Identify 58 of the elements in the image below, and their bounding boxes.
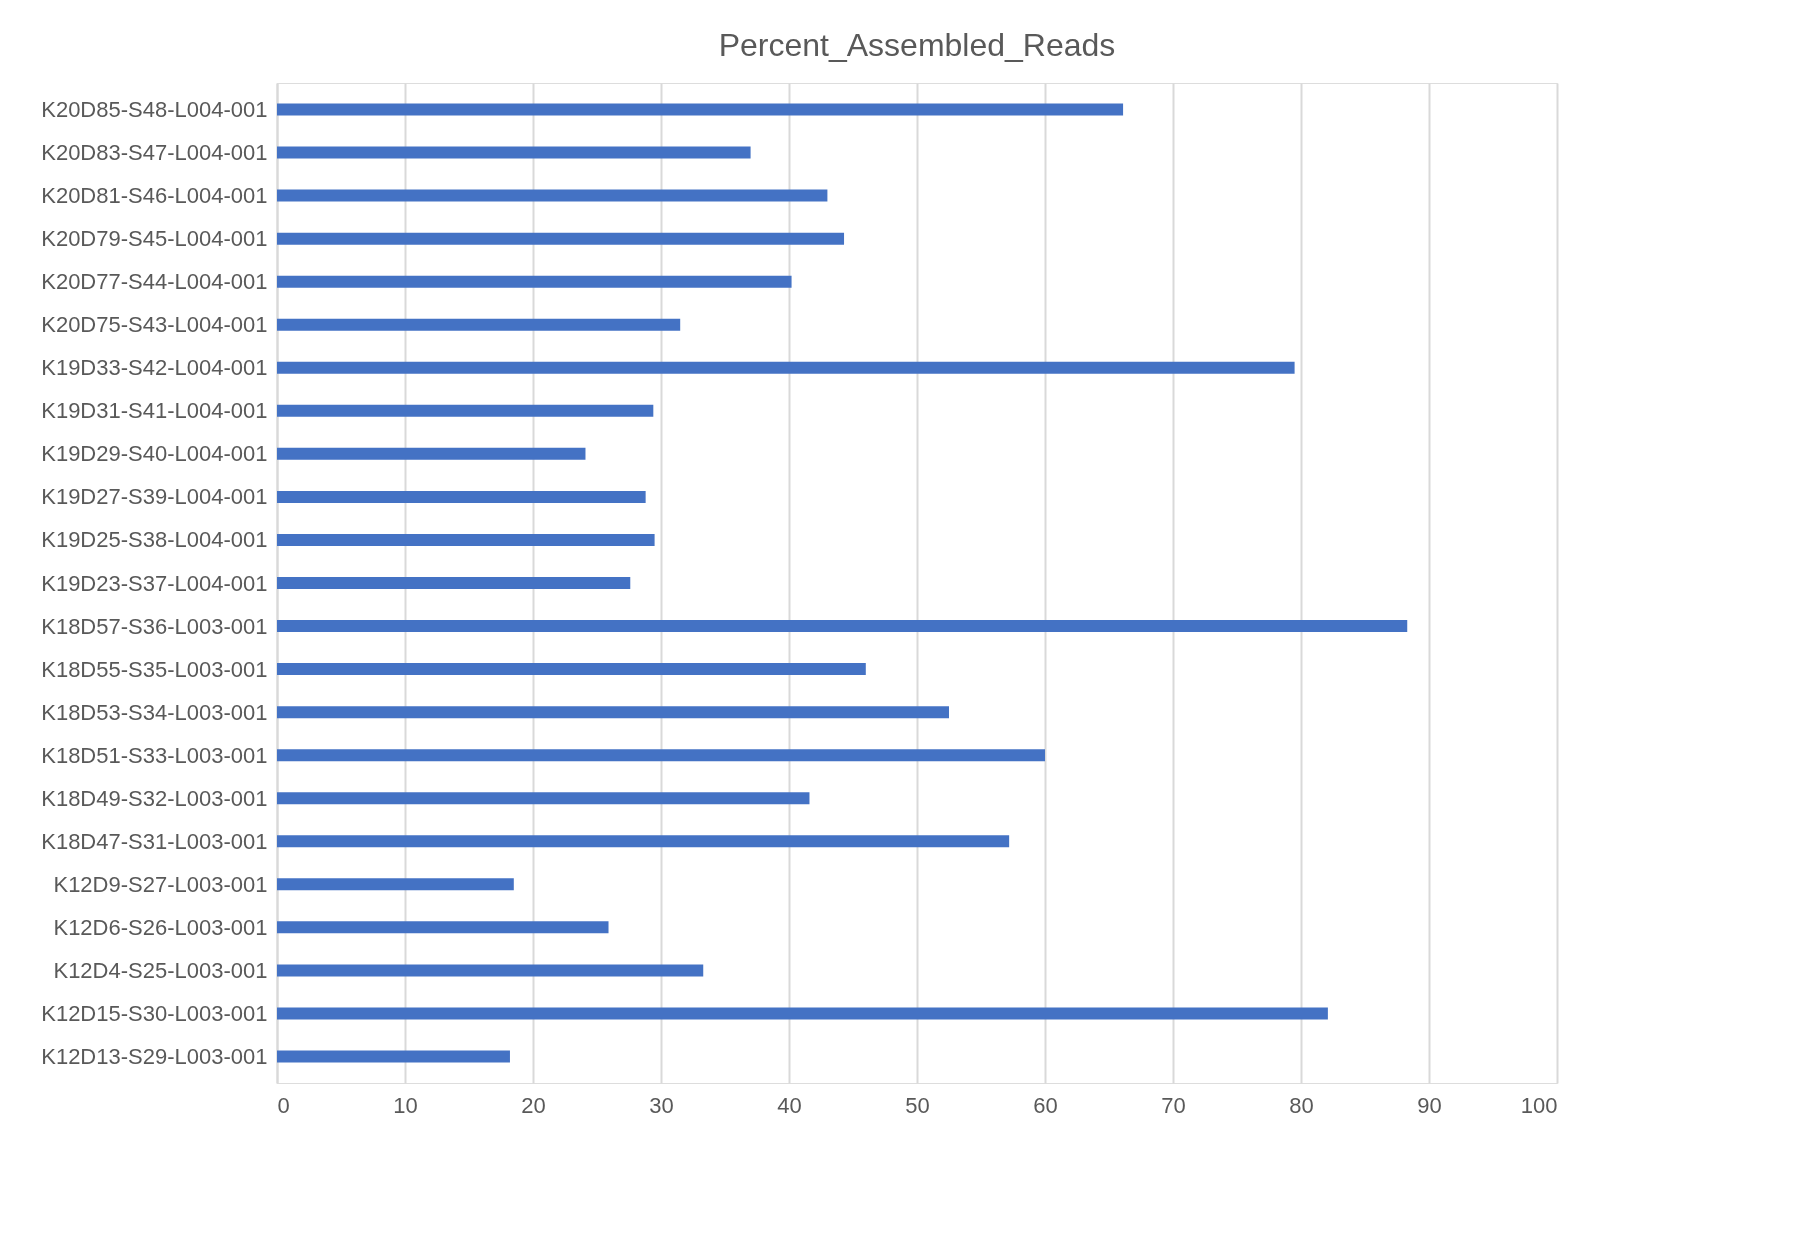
y-tick-label: K12D15-S30-L003-001 (41, 1000, 268, 1026)
x-tick-label: 50 (905, 1092, 930, 1118)
y-tick-label: K12D9-S27-L003-001 (53, 871, 268, 897)
y-tick-label: K20D85-S48-L004-001 (41, 97, 268, 123)
bar (277, 1050, 510, 1063)
y-tick-label: K20D81-S46-L004-001 (41, 183, 268, 209)
x-tick-label: 70 (1161, 1092, 1186, 1118)
y-tick-label: K19D23-S37-L004-001 (41, 570, 268, 596)
y-tick-label: K18D57-S36-L003-001 (41, 613, 268, 639)
y-tick-label: K19D27-S39-L004-001 (41, 484, 268, 510)
bar (277, 533, 655, 546)
y-tick-label: K19D25-S38-L004-001 (41, 527, 268, 553)
bar (277, 103, 1124, 116)
bar (277, 964, 704, 977)
y-tick-label: K12D13-S29-L003-001 (41, 1043, 268, 1069)
bar (277, 361, 1295, 374)
bar (277, 878, 514, 891)
bar (277, 663, 866, 676)
y-tick-label: K18D55-S35-L003-001 (41, 656, 268, 682)
x-tick-label: 80 (1289, 1092, 1314, 1118)
y-tick-label: K18D53-S34-L003-001 (41, 699, 268, 725)
bar (277, 318, 681, 331)
bar (277, 146, 751, 159)
x-tick-label: 100 (1520, 1092, 1558, 1118)
bar (277, 490, 646, 503)
y-tick-label: K19D29-S40-L004-001 (41, 441, 268, 467)
bar (277, 232, 845, 245)
y-tick-label: K18D51-S33-L003-001 (41, 742, 268, 768)
y-tick-label: K20D75-S43-L004-001 (41, 312, 268, 338)
bar (277, 189, 828, 202)
bar (277, 921, 609, 934)
bar (277, 792, 810, 805)
bar (277, 749, 1045, 762)
bar (277, 620, 1408, 633)
bar (277, 706, 949, 719)
chart-title: Percent_Assembled_Reads (718, 27, 1116, 63)
y-tick-label: K18D49-S32-L003-001 (41, 785, 268, 811)
x-tick-label: 30 (649, 1092, 674, 1118)
bar (277, 447, 586, 460)
y-tick-label: K20D79-S45-L004-001 (41, 226, 268, 252)
x-tick-label: 10 (393, 1092, 418, 1118)
y-tick-label: K20D83-S47-L004-001 (41, 140, 268, 166)
y-tick-label: K12D4-S25-L003-001 (53, 957, 268, 983)
bar (277, 835, 1010, 848)
x-tick-label: 0 (277, 1092, 290, 1118)
y-tick-label: K19D31-S41-L004-001 (41, 398, 268, 424)
y-tick-label: K18D47-S31-L003-001 (41, 828, 268, 854)
bar (277, 404, 654, 417)
y-tick-label: K20D77-S44-L004-001 (41, 269, 268, 295)
bar (277, 275, 792, 288)
bar (277, 1007, 1328, 1020)
y-tick-label: K12D6-S26-L003-001 (53, 914, 268, 940)
x-tick-label: 40 (777, 1092, 802, 1118)
x-tick-label: 60 (1033, 1092, 1058, 1118)
x-tick-label: 90 (1417, 1092, 1442, 1118)
y-tick-label: K19D33-S42-L004-001 (41, 355, 268, 381)
bar (277, 577, 631, 589)
x-tick-label: 20 (521, 1092, 546, 1118)
